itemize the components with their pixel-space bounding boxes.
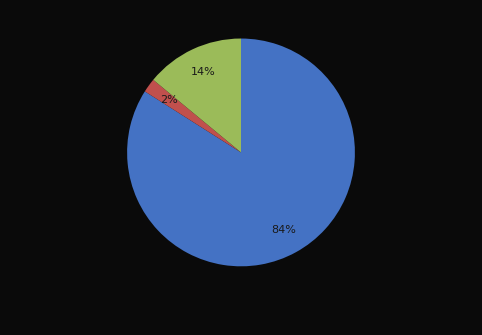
Wedge shape — [153, 39, 241, 152]
Text: 14%: 14% — [191, 67, 215, 77]
Wedge shape — [127, 39, 355, 266]
Text: 84%: 84% — [271, 225, 296, 235]
Text: 2%: 2% — [160, 95, 178, 105]
Wedge shape — [145, 80, 241, 152]
